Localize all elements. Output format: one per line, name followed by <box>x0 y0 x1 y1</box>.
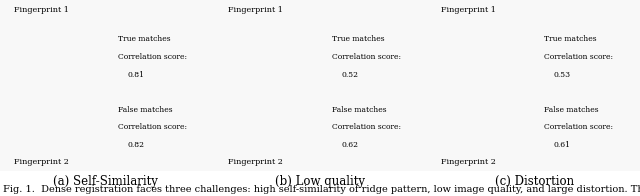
Text: Correlation score:: Correlation score: <box>118 53 188 61</box>
Text: True matches: True matches <box>544 35 596 43</box>
Text: Correlation score:: Correlation score: <box>332 53 401 61</box>
Text: Fig. 1.  Dense registration faces three challenges: high self-similarity of ridg: Fig. 1. Dense registration faces three c… <box>3 185 640 194</box>
Text: (a) Self-Similarity: (a) Self-Similarity <box>53 175 158 188</box>
Text: False matches: False matches <box>544 106 598 114</box>
Text: Fingerprint 2: Fingerprint 2 <box>441 158 496 166</box>
Text: True matches: True matches <box>332 35 384 43</box>
Text: Fingerprint 1: Fingerprint 1 <box>441 6 496 14</box>
Text: 0.53: 0.53 <box>554 71 571 79</box>
Text: True matches: True matches <box>118 35 171 43</box>
Text: (c) Distortion: (c) Distortion <box>495 175 574 188</box>
Text: 0.52: 0.52 <box>341 71 358 79</box>
Text: Correlation score:: Correlation score: <box>118 123 188 132</box>
Text: Fingerprint 1: Fingerprint 1 <box>14 6 69 14</box>
Text: Correlation score:: Correlation score: <box>544 123 613 132</box>
Text: Correlation score:: Correlation score: <box>544 53 613 61</box>
Text: Correlation score:: Correlation score: <box>332 123 401 132</box>
Text: (b) Low quality: (b) Low quality <box>275 175 365 188</box>
Text: Fingerprint 1: Fingerprint 1 <box>228 6 283 14</box>
Text: 0.61: 0.61 <box>554 141 571 149</box>
Text: Fingerprint 2: Fingerprint 2 <box>228 158 283 166</box>
Text: False matches: False matches <box>118 106 173 114</box>
Text: 0.81: 0.81 <box>128 71 145 79</box>
Text: Fingerprint 2: Fingerprint 2 <box>14 158 69 166</box>
Text: False matches: False matches <box>332 106 386 114</box>
Text: 0.62: 0.62 <box>341 141 358 149</box>
Text: 0.82: 0.82 <box>128 141 145 149</box>
Bar <box>0 0 640 171</box>
